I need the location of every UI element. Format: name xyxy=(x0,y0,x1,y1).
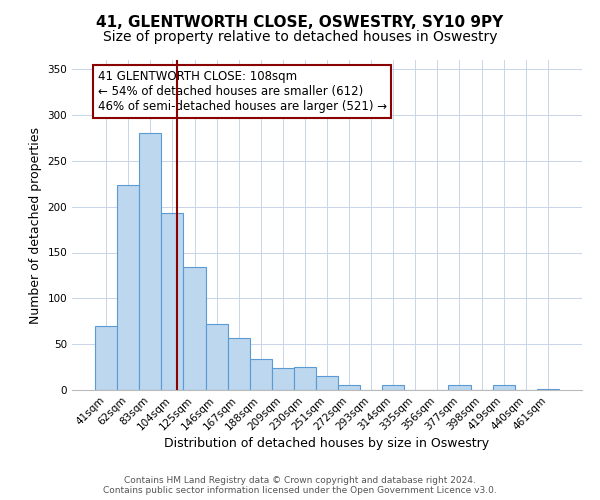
Bar xyxy=(206,324,227,390)
Bar xyxy=(448,386,470,390)
Bar xyxy=(227,338,250,390)
Bar xyxy=(338,386,360,390)
Bar xyxy=(117,184,139,390)
Bar xyxy=(316,376,338,390)
Bar xyxy=(493,384,515,390)
Text: Size of property relative to detached houses in Oswestry: Size of property relative to detached ho… xyxy=(103,30,497,44)
Bar xyxy=(139,134,161,390)
Bar xyxy=(250,359,272,390)
Bar xyxy=(537,389,559,390)
Bar xyxy=(382,384,404,390)
Text: Contains HM Land Registry data © Crown copyright and database right 2024.
Contai: Contains HM Land Registry data © Crown c… xyxy=(103,476,497,495)
Bar xyxy=(184,267,206,390)
Text: 41 GLENTWORTH CLOSE: 108sqm
← 54% of detached houses are smaller (612)
46% of se: 41 GLENTWORTH CLOSE: 108sqm ← 54% of det… xyxy=(97,70,386,113)
Bar xyxy=(95,326,117,390)
Y-axis label: Number of detached properties: Number of detached properties xyxy=(29,126,42,324)
Bar xyxy=(161,213,184,390)
Text: 41, GLENTWORTH CLOSE, OSWESTRY, SY10 9PY: 41, GLENTWORTH CLOSE, OSWESTRY, SY10 9PY xyxy=(97,15,503,30)
Bar xyxy=(294,367,316,390)
X-axis label: Distribution of detached houses by size in Oswestry: Distribution of detached houses by size … xyxy=(164,438,490,450)
Bar xyxy=(272,368,294,390)
